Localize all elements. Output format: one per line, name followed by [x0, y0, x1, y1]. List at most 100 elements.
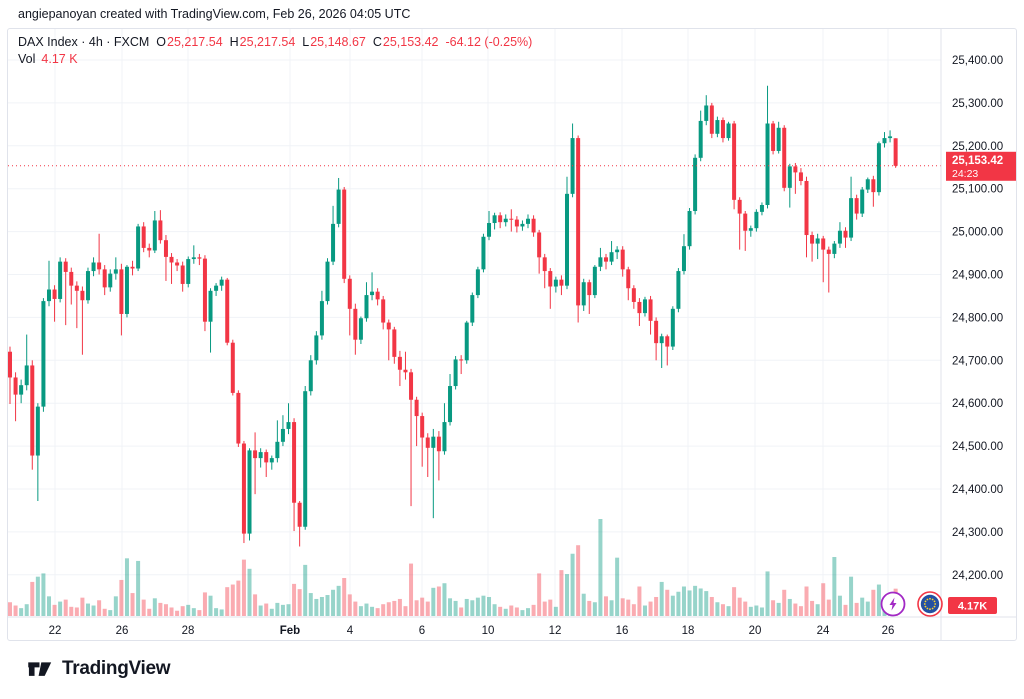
candle-body [241, 443, 246, 534]
candle-body [214, 285, 219, 291]
volume-bar [615, 557, 620, 616]
candle-body [353, 308, 358, 340]
volume-bar [102, 608, 107, 616]
volume-bar [258, 605, 263, 616]
volume-bar [592, 602, 597, 616]
eu-flag-icon[interactable] [917, 591, 943, 617]
price-axis-label: 24,700.00 [952, 355, 1003, 367]
candle-body [526, 218, 531, 224]
candle-body [659, 336, 664, 344]
candle-body [370, 291, 375, 296]
candle-body [888, 136, 893, 139]
volume-bar [113, 596, 118, 616]
candle-body [19, 385, 24, 395]
candle-body [893, 138, 898, 166]
candle-body [347, 278, 352, 309]
time-axis-label: 24 [817, 625, 830, 637]
candle-body [843, 230, 848, 238]
candle-body [364, 295, 369, 319]
candle-body [810, 235, 815, 244]
candle-body [136, 226, 141, 269]
candle-body [771, 123, 776, 151]
grid-lines [8, 29, 941, 616]
volume-bar [370, 606, 375, 616]
volume-bar [553, 606, 558, 616]
candle-body [392, 329, 397, 357]
candle-body [748, 228, 753, 231]
candle-body [308, 360, 313, 392]
candle-body [141, 226, 146, 248]
candle-body [431, 436, 436, 448]
candle-body [581, 282, 586, 306]
time-axis-label: 16 [616, 625, 629, 637]
volume-bar [24, 604, 29, 616]
candle-body [119, 269, 124, 314]
volume-bar [871, 589, 876, 616]
volume-bar [136, 560, 141, 616]
volume-bar [481, 595, 486, 616]
volume-bar [876, 584, 881, 616]
price-axis-label: 25,300.00 [952, 98, 1003, 110]
candle-body [698, 120, 703, 158]
candle-body [520, 223, 525, 227]
candle-body [409, 372, 414, 400]
lightning-icon[interactable] [880, 591, 906, 617]
volume-bar [498, 606, 503, 616]
price-axis-label: 24,600.00 [952, 398, 1003, 410]
candle-body [442, 422, 447, 452]
time-axis-label: 26 [882, 625, 895, 637]
volume-bar [626, 599, 631, 616]
candle-body [626, 269, 631, 289]
candle-body [637, 301, 642, 314]
candle-body [642, 299, 647, 314]
volume-bar [280, 604, 285, 616]
candle-body [609, 252, 614, 262]
volume-value: 4.17 K [41, 52, 78, 66]
volume-bar [241, 559, 246, 616]
candle-body [219, 279, 224, 286]
time-axis-label: 10 [482, 625, 495, 637]
volume-bar [715, 602, 720, 616]
candle-body [860, 189, 865, 214]
candle-body [63, 261, 68, 272]
time-axis-label: 6 [419, 625, 425, 637]
volume-bar [331, 589, 336, 616]
volume-bar [464, 598, 469, 616]
svg-text:25,153.42: 25,153.42 [952, 155, 1003, 167]
volume-bar [598, 519, 603, 616]
candle-body [726, 123, 731, 139]
ohlc-open: O 25,217.54 [156, 35, 223, 49]
candle-body [331, 223, 336, 262]
volume-bar [570, 553, 575, 616]
candle-body [85, 271, 90, 301]
candle-body [175, 262, 180, 266]
candle-body [565, 193, 569, 286]
price-axis[interactable]: 25,400.00 25,300.00 25,200.00 25,100.00 25,0… [952, 55, 1003, 582]
volume-bar [319, 596, 324, 616]
volume-bar [732, 587, 737, 616]
candle-body [403, 369, 408, 373]
candle-body [498, 215, 503, 223]
candle-body [687, 211, 692, 247]
price-change: -64.12 (-0.25%) [445, 35, 533, 49]
candle-body [514, 219, 519, 227]
volume-bar [358, 606, 363, 616]
tradingview-logo[interactable]: TradingView [26, 655, 171, 682]
time-axis[interactable]: 22 26 28 Feb 4 6 10 12 16 18 20 24 26 [49, 625, 895, 637]
symbol-legend[interactable]: DAX Index · 4h · FXCM O 25,217.54 H 25,217… [18, 35, 532, 49]
volume-legend[interactable]: Vol 4.17 K [18, 52, 78, 66]
candle-body [208, 290, 213, 322]
volume-bar [637, 586, 642, 616]
price-axis-label: 24,900.00 [952, 270, 1003, 282]
volume-bar [353, 601, 358, 616]
volume-bar [74, 607, 79, 616]
time-axis-label: 4 [347, 625, 354, 637]
volume-bar [526, 608, 531, 616]
volume-bar [453, 600, 458, 616]
volume-bar [147, 608, 152, 616]
volume-bar [308, 593, 313, 616]
volume-bar [420, 597, 425, 616]
candle-body [865, 179, 870, 190]
